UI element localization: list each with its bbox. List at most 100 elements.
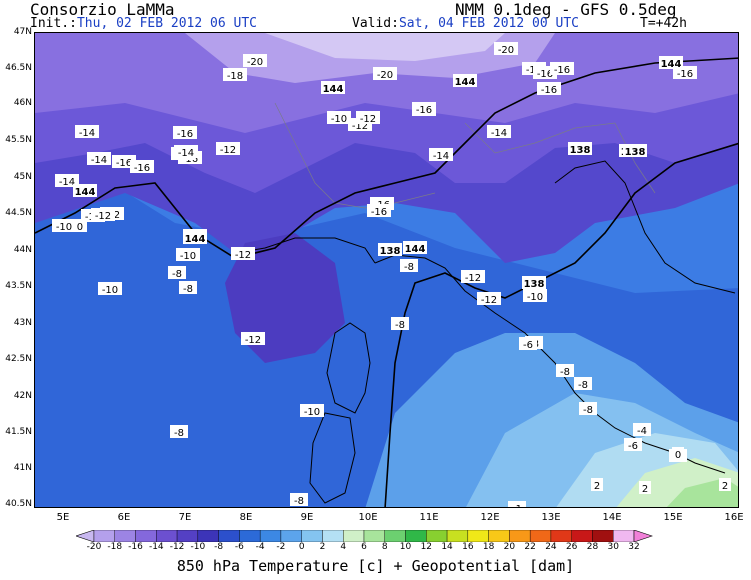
temperature-label: -14 [87, 152, 111, 166]
colorbar-tick-label: -10 [190, 542, 206, 552]
geopotential-label: 138 [522, 276, 546, 290]
lat-tick-label: 44N [13, 245, 32, 255]
temperature-label: -8 [579, 402, 597, 416]
temperature-label: -8 [170, 425, 188, 439]
temperature-label: -16 [673, 66, 697, 80]
colorbar-swatch [550, 530, 572, 542]
geopotential-label: 138 [568, 142, 592, 156]
colorbar-swatch [114, 530, 136, 542]
colorbar-swatch [259, 530, 282, 542]
temperature-label-text: -12 [352, 121, 368, 132]
colorbar-tick-label: 12 [420, 542, 433, 552]
temperature-label: -16 [173, 126, 197, 140]
temperature-label-text: -16 [416, 105, 432, 116]
temperature-label: -8 [574, 377, 592, 391]
colorbar-tick-label: 10 [399, 542, 412, 552]
lat-tick-label: 46.5N [5, 63, 32, 73]
temperature-label-text: -14 [433, 151, 449, 162]
colorbar-tick-label: -18 [107, 542, 123, 552]
temperature-label: -12 [477, 292, 501, 306]
geopotential-label-text: 144 [75, 187, 96, 198]
lat-tick-label: 45.5N [5, 135, 32, 145]
lon-tick-label: 5E [56, 512, 70, 523]
geopotential-label-text: 144 [323, 84, 344, 95]
colorbar-tick-label: 4 [340, 542, 347, 552]
temperature-label-text: -20 [498, 45, 514, 56]
colorbar-tick-label: -4 [255, 542, 265, 552]
temperature-label: -12 [461, 270, 485, 284]
temperature-label-text: -1 [512, 504, 522, 508]
colorbar-swatch [592, 530, 614, 542]
forecast-step: T=+42h [640, 16, 687, 31]
temperature-label-text: -4 [637, 426, 647, 437]
lon-tick-label: 15E [663, 512, 683, 523]
colorbar-swatch [529, 530, 552, 542]
temperature-label-text: -8 [183, 284, 193, 295]
lat-tick-label: 41N [13, 463, 32, 473]
temperature-label: -1 [508, 501, 526, 508]
temperature-label-text: -12 [95, 211, 111, 222]
temperature-label-text: -8 [172, 269, 182, 280]
contour-labels: -20-18-20-20-18-16-16-16-12-16-14-16-14-… [52, 42, 731, 508]
geopotential-label: 138 [623, 144, 647, 158]
colorbar-tick-label: -8 [214, 542, 224, 552]
coastlines [234, 160, 736, 504]
temperature-label: -10 [176, 248, 200, 262]
temperature-label: -8 [290, 493, 308, 507]
temperature-label: -14 [174, 145, 198, 159]
colorbar-tick-label: 26 [565, 542, 578, 552]
temperature-label-text: -8 [578, 380, 588, 391]
temperature-label: -14 [55, 174, 79, 188]
temperature-label: -10 [523, 289, 547, 303]
lat-tick-label: 43N [13, 318, 32, 328]
temperature-label-text: -12 [245, 335, 261, 346]
init-value: Thu, 02 FEB 2012 06 UTC [76, 16, 257, 31]
geopotential-label-text: 138 [570, 145, 591, 156]
lon-tick-label: 6E [117, 512, 131, 523]
field-band-minus20 [265, 33, 505, 61]
temperature-label-text: -8 [294, 496, 304, 507]
temperature-label: -12 [216, 142, 240, 156]
lat-tick-label: 47N [13, 27, 32, 37]
header-title: Consorzio LaMMa [30, 0, 175, 19]
temperature-label: -10 [98, 282, 122, 296]
temperature-label-text: -16 [371, 207, 387, 218]
temperature-label-text: -16 [116, 158, 132, 169]
temperature-label: -18 [223, 68, 247, 82]
temperature-label: -14 [75, 125, 99, 139]
temperature-label: 2 [719, 478, 731, 492]
lat-tick-label: 42.5N [5, 354, 32, 364]
temperature-label-text: -10 [304, 407, 320, 418]
colorbar-tick-label: 2 [319, 542, 326, 552]
geopotential-label: 144 [321, 81, 345, 95]
colorbar-swatch [488, 530, 510, 542]
colorbar-tick-label: 24 [545, 542, 557, 552]
colorbar-swatch [426, 530, 448, 542]
temperature-label: -6 [519, 337, 537, 351]
cold-pool [225, 233, 345, 363]
temperature-label: -12 [91, 208, 115, 222]
colorbar-tick-label: 16 [462, 542, 474, 552]
lon-tick-label: 9E [300, 512, 314, 523]
temperature-label-text: -12 [235, 250, 251, 261]
model-label: NMM 0.1deg - GFS 0.5deg [455, 0, 677, 19]
colorbar-tick-label: 22 [524, 542, 536, 552]
temperature-label-text: -12 [220, 145, 236, 156]
geopotential-label-text: 144 [185, 234, 206, 245]
geopotential-label-text: 144 [455, 77, 476, 88]
geopotential-label-text: 138 [625, 147, 646, 158]
temperature-label: -6 [624, 438, 642, 452]
temperature-label: -14 [487, 125, 511, 139]
map-frame: -20-18-20-20-18-16-16-16-12-16-14-16-14-… [34, 32, 739, 508]
temperature-label-text: -16 [134, 163, 150, 174]
temperature-map: -20-18-20-20-18-16-16-16-12-16-14-16-14-… [35, 33, 738, 508]
colorbar-tick-label: -16 [128, 542, 143, 552]
colorbar-swatch [322, 530, 344, 542]
valid-value: Sat, 04 FEB 2012 00 UTC [398, 16, 579, 31]
temperature-label-text: -14 [91, 155, 107, 166]
lon-tick-label: 13E [541, 512, 561, 523]
temperature-label: -16 [367, 204, 391, 218]
geopotential-label-text: 138 [380, 246, 401, 257]
colorbar-swatch [176, 530, 199, 542]
colorbar-swatch [280, 530, 302, 542]
